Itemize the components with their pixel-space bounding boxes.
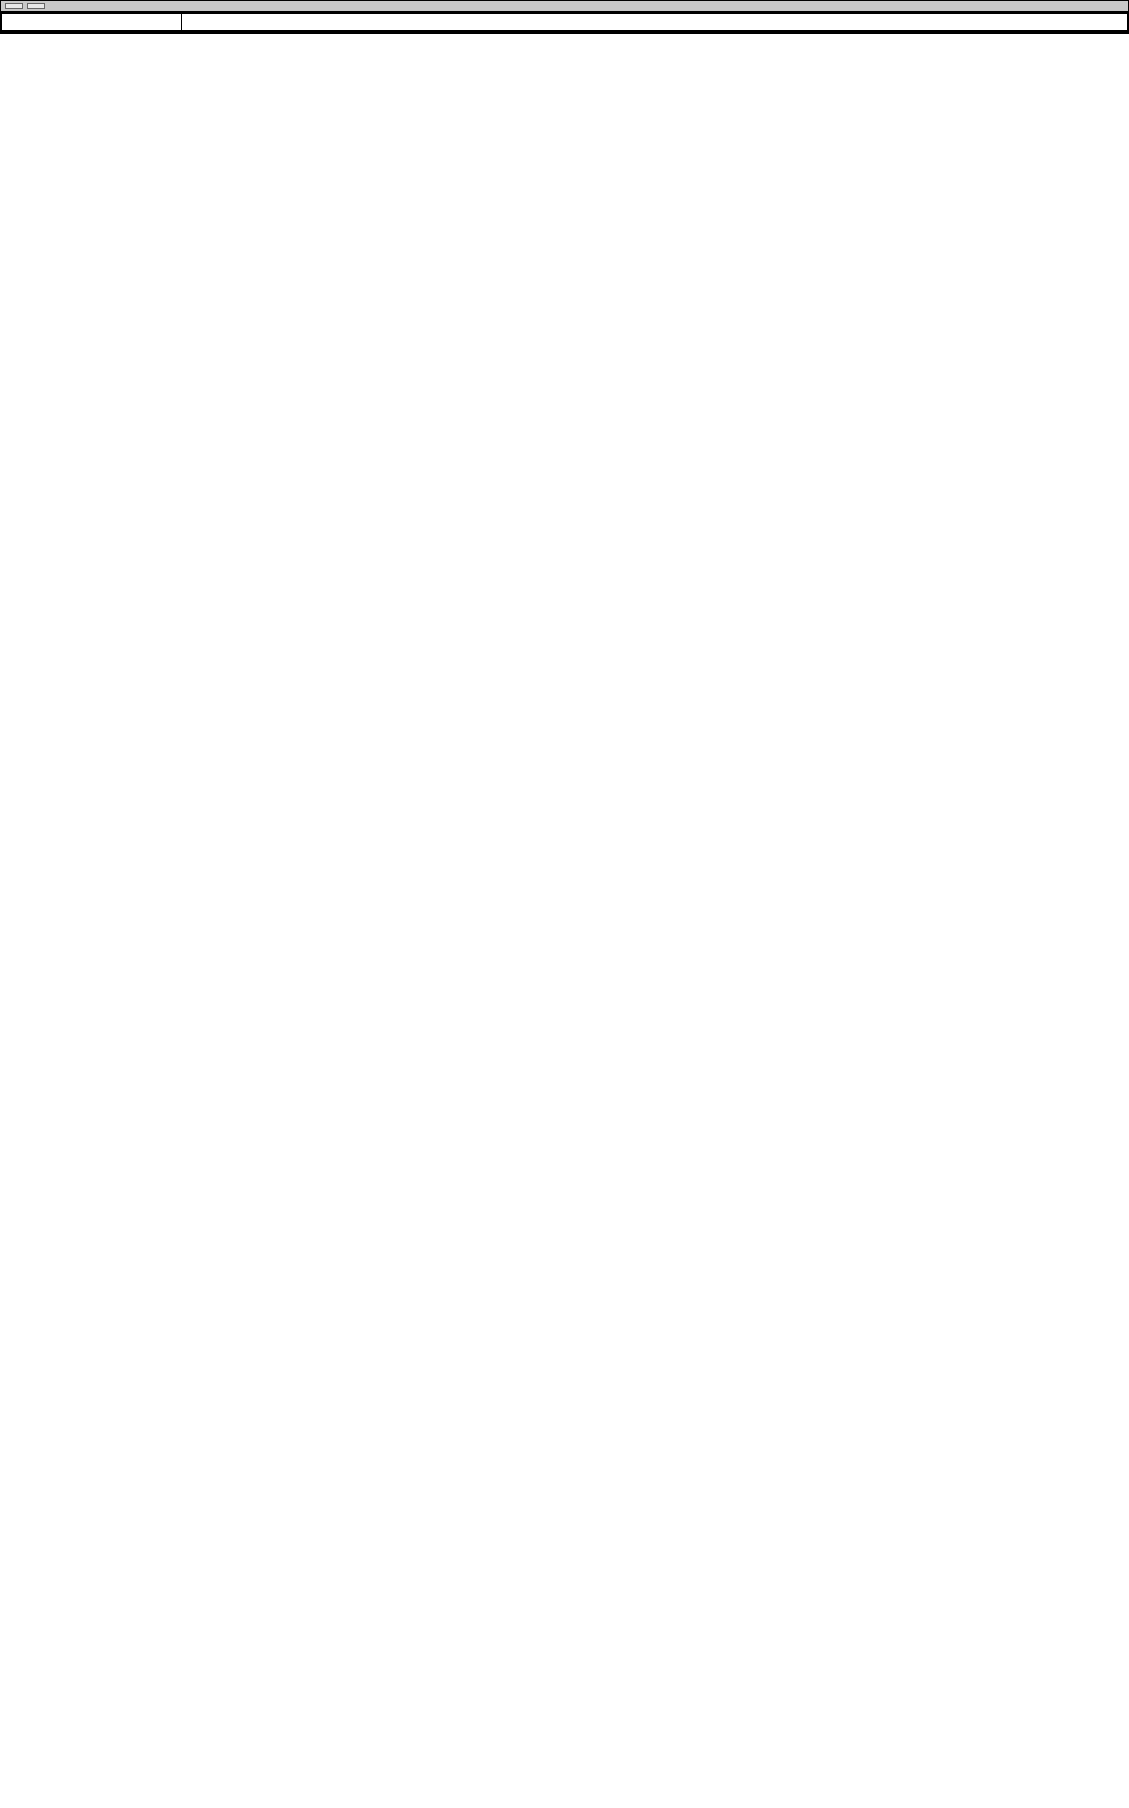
form-header: [2, 14, 1127, 32]
submission-date-button[interactable]: [27, 3, 45, 9]
top-toolbar: [0, 0, 1129, 12]
form-990-container: [0, 12, 1129, 34]
efile-print-button[interactable]: [5, 3, 23, 9]
